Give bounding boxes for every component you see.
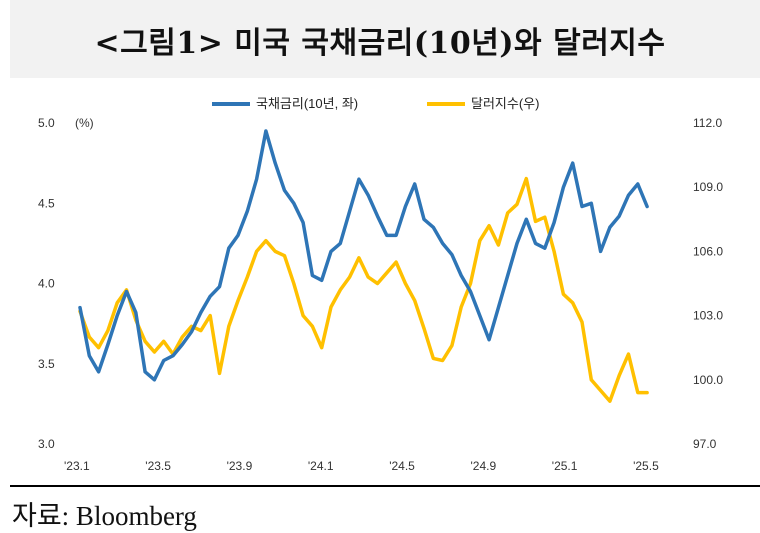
x-tick-label: '24.9 — [471, 459, 497, 473]
legend-label: 달러지수(우) — [471, 96, 539, 111]
chart-title: <그림1> 미국 국채금리(10년)와 달러지수 — [94, 26, 666, 61]
source-note: 자료: Bloomberg — [12, 501, 197, 531]
x-axis: '23.1 '23.5 '23.9 '24.1 '24.5 '24.9 '25.1 '25.5 — [64, 459, 659, 473]
left-tick-label: 4.0 — [38, 277, 55, 291]
right-tick-label: 97.0 — [693, 437, 717, 451]
x-tick-label: '25.1 — [552, 459, 578, 473]
series-line-dollar-index — [78, 176, 649, 403]
x-tick-label: '23.1 — [64, 459, 90, 473]
x-tick-label: '24.5 — [389, 459, 415, 473]
left-axis: 3.0 3.5 4.0 4.5 5.0 (%) — [38, 116, 94, 451]
x-tick-label: '25.5 — [633, 459, 659, 473]
right-tick-label: 106.0 — [693, 244, 723, 258]
left-tick-label: 3.0 — [38, 437, 55, 451]
left-axis-unit: (%) — [75, 116, 94, 130]
x-tick-label: '24.1 — [308, 459, 334, 473]
left-tick-label: 4.5 — [38, 196, 55, 210]
chart: 국채금리(10년, 좌) 달러지수(우) 3.0 3.5 4.0 4.5 5.0 (%) 9… — [38, 96, 723, 473]
legend-label: 국채금리(10년, 좌) — [256, 96, 358, 111]
x-tick-label: '23.5 — [145, 459, 171, 473]
title-band — [10, 0, 760, 78]
right-tick-label: 112.0 — [693, 116, 722, 130]
series-layer — [78, 129, 649, 403]
source-divider — [10, 485, 760, 487]
right-tick-label: 100.0 — [693, 373, 723, 387]
right-tick-label: 109.0 — [693, 180, 723, 194]
right-tick-label: 103.0 — [693, 309, 723, 323]
x-tick-label: '23.9 — [227, 459, 253, 473]
left-tick-label: 3.5 — [38, 357, 55, 371]
left-tick-label: 5.0 — [38, 116, 55, 130]
series-line-treasury-yield — [78, 129, 649, 382]
chart-legend: 국채금리(10년, 좌) 달러지수(우) — [212, 96, 539, 111]
right-axis: 97.0 100.0 103.0 106.0 109.0 112.0 — [693, 116, 723, 451]
